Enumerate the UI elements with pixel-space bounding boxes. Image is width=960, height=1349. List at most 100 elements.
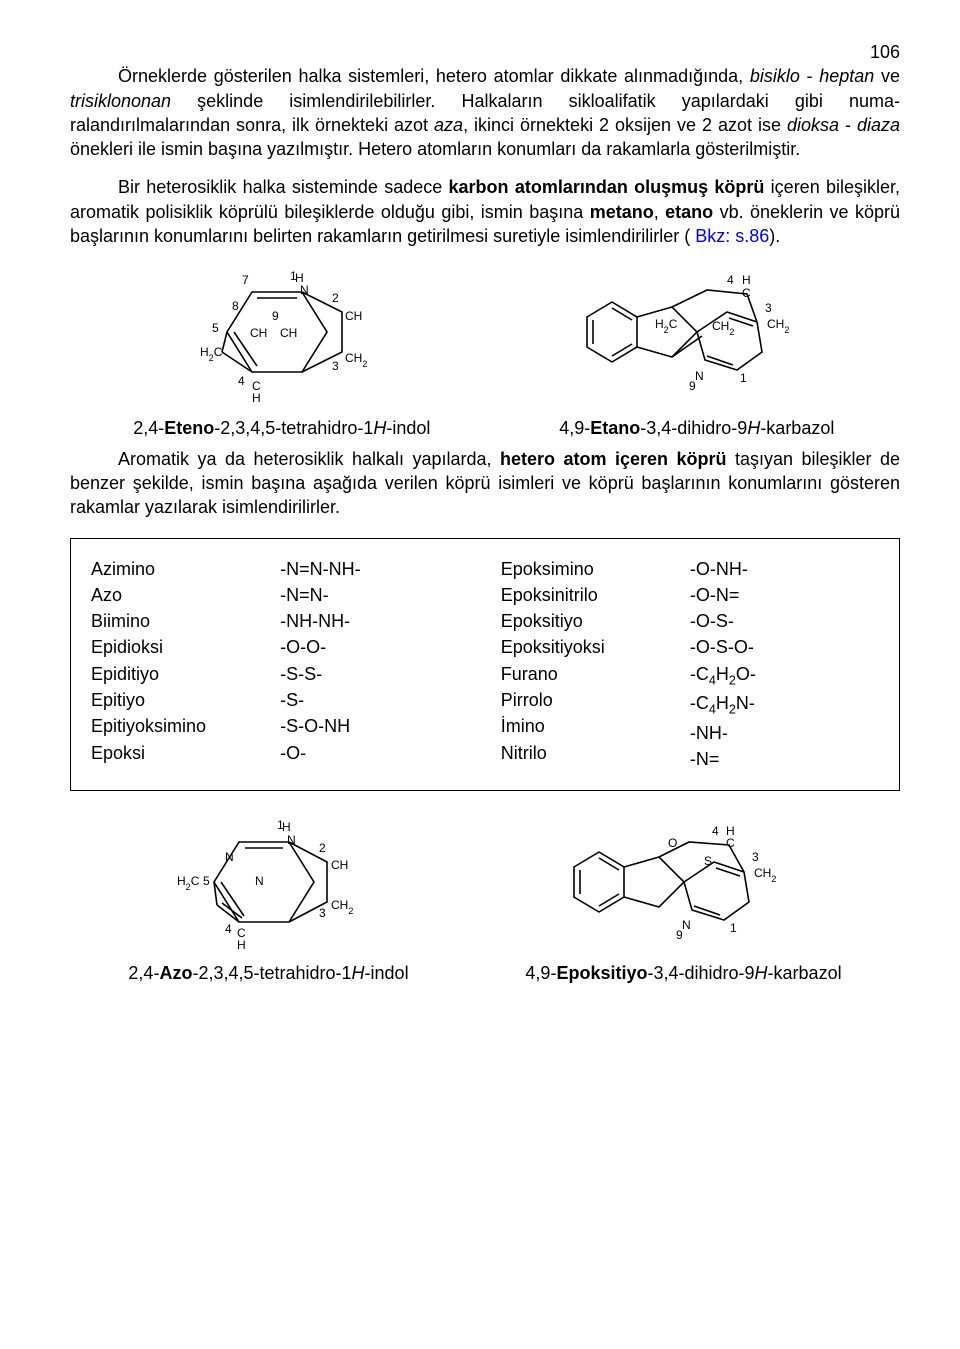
bridge-val: -C4H2N- xyxy=(690,691,879,719)
c1l-b: Eteno xyxy=(164,418,214,438)
svg-text:7: 7 xyxy=(242,273,249,287)
bridge-val: -O-S-O- xyxy=(690,635,879,659)
bridge-names-box: Azimino Azo Biimino Epidioksi Epiditiyo … xyxy=(70,538,900,791)
c2l-a: 2,4- xyxy=(128,963,159,983)
p1-end: önekleri ile ismin başına yazılmıştır. H… xyxy=(70,139,800,159)
figure-2-left: H N 1 2 CH CH2 3 C H 4 H2C 5 N N 2,4-Azo… xyxy=(128,817,408,985)
svg-text:H2C: H2C xyxy=(655,317,678,335)
svg-text:H2C: H2C xyxy=(200,345,223,363)
svg-text:4: 4 xyxy=(238,374,245,388)
c2l-e: -indol xyxy=(365,963,409,983)
p1-comma: , ikinci örnekteki 2 oksijen ve 2 azot i… xyxy=(463,115,787,135)
c1l-d: H xyxy=(373,418,386,438)
p2-a: Bir heterosiklik halka sisteminde sadece xyxy=(118,177,449,197)
c2l-b: Azo xyxy=(159,963,192,983)
p1-ve: ve xyxy=(874,66,900,86)
bridge-val: -NH- xyxy=(690,721,879,745)
bridge-name: Epidioksi xyxy=(91,635,280,659)
bridge-val: -N=N- xyxy=(280,583,469,607)
bridge-left-names: Azimino Azo Biimino Epidioksi Epiditiyo … xyxy=(91,555,280,774)
svg-text:CH: CH xyxy=(250,326,267,340)
c2l-c: -2,3,4,5-tetrahidro-1 xyxy=(192,963,351,983)
svg-text:CH2: CH2 xyxy=(754,866,776,884)
bridge-right-names: Epoksimino Epoksinitrilo Epoksitiyo Epok… xyxy=(501,555,690,774)
structure-azo-indol: H N 1 2 CH CH2 3 C H 4 H2C 5 N N xyxy=(169,817,369,957)
structure-epoksitiyo-karbazol: N 9 1 CH2 3 H C 4 O S xyxy=(544,817,824,957)
bridge-right-col: Epoksimino Epoksinitrilo Epoksitiyo Epok… xyxy=(501,553,879,776)
c2r-e: -karbazol xyxy=(768,963,842,983)
c1r-b: Etano xyxy=(590,418,640,438)
svg-text:2: 2 xyxy=(319,841,326,855)
p1-trisiklononan: trisiklononan xyxy=(70,91,171,111)
figure-2-right: N 9 1 CH2 3 H C 4 O S 4,9-Epoksitiyo-3,4… xyxy=(525,817,841,985)
svg-text:N: N xyxy=(682,918,691,932)
svg-text:8: 8 xyxy=(232,299,239,313)
svg-text:5: 5 xyxy=(203,874,210,888)
caption-1-right: 4,9-Etano-3,4-dihidro-9H-karbazol xyxy=(557,416,837,440)
p2-etano: etano xyxy=(665,202,713,222)
bridge-val: -O-O- xyxy=(280,635,469,659)
p2-end: ). xyxy=(769,226,780,246)
bridge-left-col: Azimino Azo Biimino Epidioksi Epiditiyo … xyxy=(91,553,469,776)
c1r-c: -3,4-dihidro-9 xyxy=(640,418,747,438)
bridge-name: Pirrolo xyxy=(501,688,690,712)
svg-text:3: 3 xyxy=(752,850,759,864)
svg-text:C: C xyxy=(726,836,735,850)
c2r-c: -3,4-dihidro-9 xyxy=(647,963,754,983)
structure-etano-karbazol: N 9 1 CH2 3 H C 4 H2C CH2 xyxy=(557,262,837,412)
bridge-val: -C4H2O- xyxy=(690,662,879,690)
c1l-e: -indol xyxy=(386,418,430,438)
svg-text:CH2: CH2 xyxy=(331,898,353,916)
figure-row-1: H N 1 2 CH CH2 3 C H 4 H2C 5 7 8 9 CH CH… xyxy=(70,262,900,440)
bridge-name: Biimino xyxy=(91,609,280,633)
bridge-val: -O- xyxy=(280,741,469,765)
svg-text:9: 9 xyxy=(689,379,696,393)
bridge-val: -O-N= xyxy=(690,583,879,607)
bridge-name: Azo xyxy=(91,583,280,607)
c2l-d: H xyxy=(352,963,365,983)
c1r-d: H xyxy=(747,418,760,438)
svg-text:CH2: CH2 xyxy=(712,319,734,337)
p3-a: Aromatik ya da heterosiklik halkalı yapı… xyxy=(118,449,500,469)
svg-text:3: 3 xyxy=(332,359,339,373)
bridge-name: Epitiyo xyxy=(91,688,280,712)
caption-1-left: 2,4-Eteno-2,3,4,5-tetrahidro-1H-indol xyxy=(133,416,430,440)
bridge-left-vals: -N=N-NH- -N=N- -NH-NH- -O-O- -S-S- -S- -… xyxy=(280,555,469,774)
svg-text:H2C: H2C xyxy=(177,874,200,892)
svg-text:2: 2 xyxy=(332,291,339,305)
svg-text:CH2: CH2 xyxy=(345,351,367,369)
bridge-val: -S-S- xyxy=(280,662,469,686)
svg-text:4: 4 xyxy=(727,273,734,287)
svg-text:4: 4 xyxy=(225,922,232,936)
bridge-val: -S-O-NH xyxy=(280,714,469,738)
p1-text: Örneklerde gösterilen halka sistemleri, … xyxy=(118,66,750,86)
p2-comma: , xyxy=(654,202,665,222)
svg-text:4: 4 xyxy=(712,824,719,838)
svg-text:N: N xyxy=(695,369,704,383)
svg-text:3: 3 xyxy=(765,301,772,315)
c1l-c: -2,3,4,5-tetrahidro-1 xyxy=(214,418,373,438)
c2r-a: 4,9- xyxy=(525,963,556,983)
c1r-a: 4,9- xyxy=(559,418,590,438)
structure-eteno-indol: H N 1 2 CH CH2 3 C H 4 H2C 5 7 8 9 CH CH xyxy=(172,262,392,412)
bridge-val: -O-S- xyxy=(690,609,879,633)
page-number: 106 xyxy=(70,40,900,64)
svg-text:N: N xyxy=(287,833,296,847)
p2-metano: metano xyxy=(590,202,654,222)
svg-text:3: 3 xyxy=(319,906,326,920)
bridge-name: Epitiyoksimino xyxy=(91,714,280,738)
p1-dash1: - xyxy=(800,66,813,86)
bridge-val: -NH-NH- xyxy=(280,609,469,633)
bridge-name: Epoksitiyo xyxy=(501,609,690,633)
p2-b: karbon atomlarından oluşmuş köprü xyxy=(449,177,765,197)
bridge-val: -N= xyxy=(690,747,879,771)
svg-text:1: 1 xyxy=(740,371,747,385)
bridge-name: Furano xyxy=(501,662,690,686)
p2-ref: Bkz: s.86 xyxy=(695,226,769,246)
svg-text:5: 5 xyxy=(212,321,219,335)
bridge-name: Epiditiyo xyxy=(91,662,280,686)
figure-1-right: N 9 1 CH2 3 H C 4 H2C CH2 4,9-Etano-3,4-… xyxy=(557,262,837,440)
svg-text:N: N xyxy=(300,283,309,297)
svg-text:CH: CH xyxy=(280,326,297,340)
svg-text:1: 1 xyxy=(277,818,284,832)
